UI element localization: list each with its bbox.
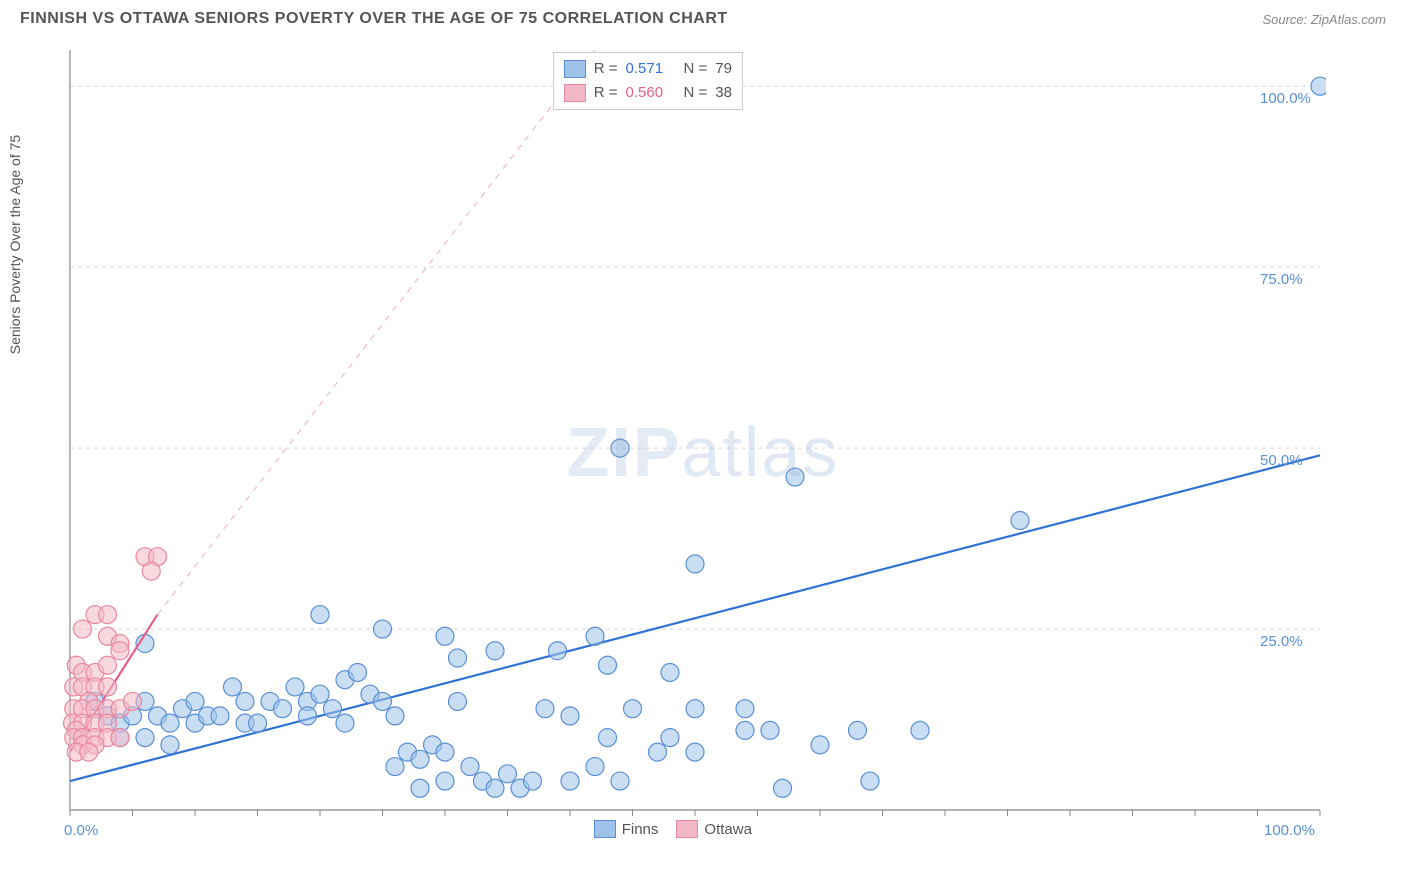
r-label: R =: [594, 57, 618, 81]
legend-swatch: [564, 84, 586, 102]
legend-swatch: [594, 820, 616, 838]
r-value: 0.571: [626, 57, 676, 81]
chart-area: Seniors Poverty Over the Age of 75 ZIPat…: [20, 40, 1386, 872]
scatter-chart: [20, 40, 1326, 830]
r-label: R =: [594, 81, 618, 105]
series-label: Finns: [622, 821, 659, 838]
legend-swatch: [676, 820, 698, 838]
series-label: Ottawa: [704, 821, 752, 838]
tick-label: 0.0%: [64, 822, 98, 839]
header: FINNISH VS OTTAWA SENIORS POVERTY OVER T…: [0, 0, 1406, 34]
source-prefix: Source:: [1262, 12, 1310, 27]
series-legend-item: Ottawa: [676, 820, 752, 838]
n-value: 79: [715, 57, 732, 81]
tick-label: 100.0%: [1260, 90, 1311, 107]
n-label: N =: [684, 57, 708, 81]
stats-row: R = 0.571 N = 79: [564, 57, 732, 81]
n-label: N =: [684, 81, 708, 105]
legend-swatch: [564, 60, 586, 78]
tick-label: 75.0%: [1260, 271, 1303, 288]
chart-title: FINNISH VS OTTAWA SENIORS POVERTY OVER T…: [20, 10, 728, 28]
tick-label: 25.0%: [1260, 633, 1303, 650]
r-value: 0.560: [626, 81, 676, 105]
tick-label: 50.0%: [1260, 452, 1303, 469]
y-axis-label: Seniors Poverty Over the Age of 75: [7, 135, 23, 354]
stats-row: R = 0.560 N = 38: [564, 81, 732, 105]
tick-label: 100.0%: [1264, 822, 1315, 839]
n-value: 38: [715, 81, 732, 105]
stats-legend: R = 0.571 N = 79 R = 0.560 N = 38: [553, 52, 743, 110]
series-legend: Finns Ottawa: [594, 820, 752, 838]
source-label: Source: ZipAtlas.com: [1262, 12, 1386, 27]
source-name: ZipAtlas.com: [1311, 12, 1386, 27]
series-legend-item: Finns: [594, 820, 659, 838]
